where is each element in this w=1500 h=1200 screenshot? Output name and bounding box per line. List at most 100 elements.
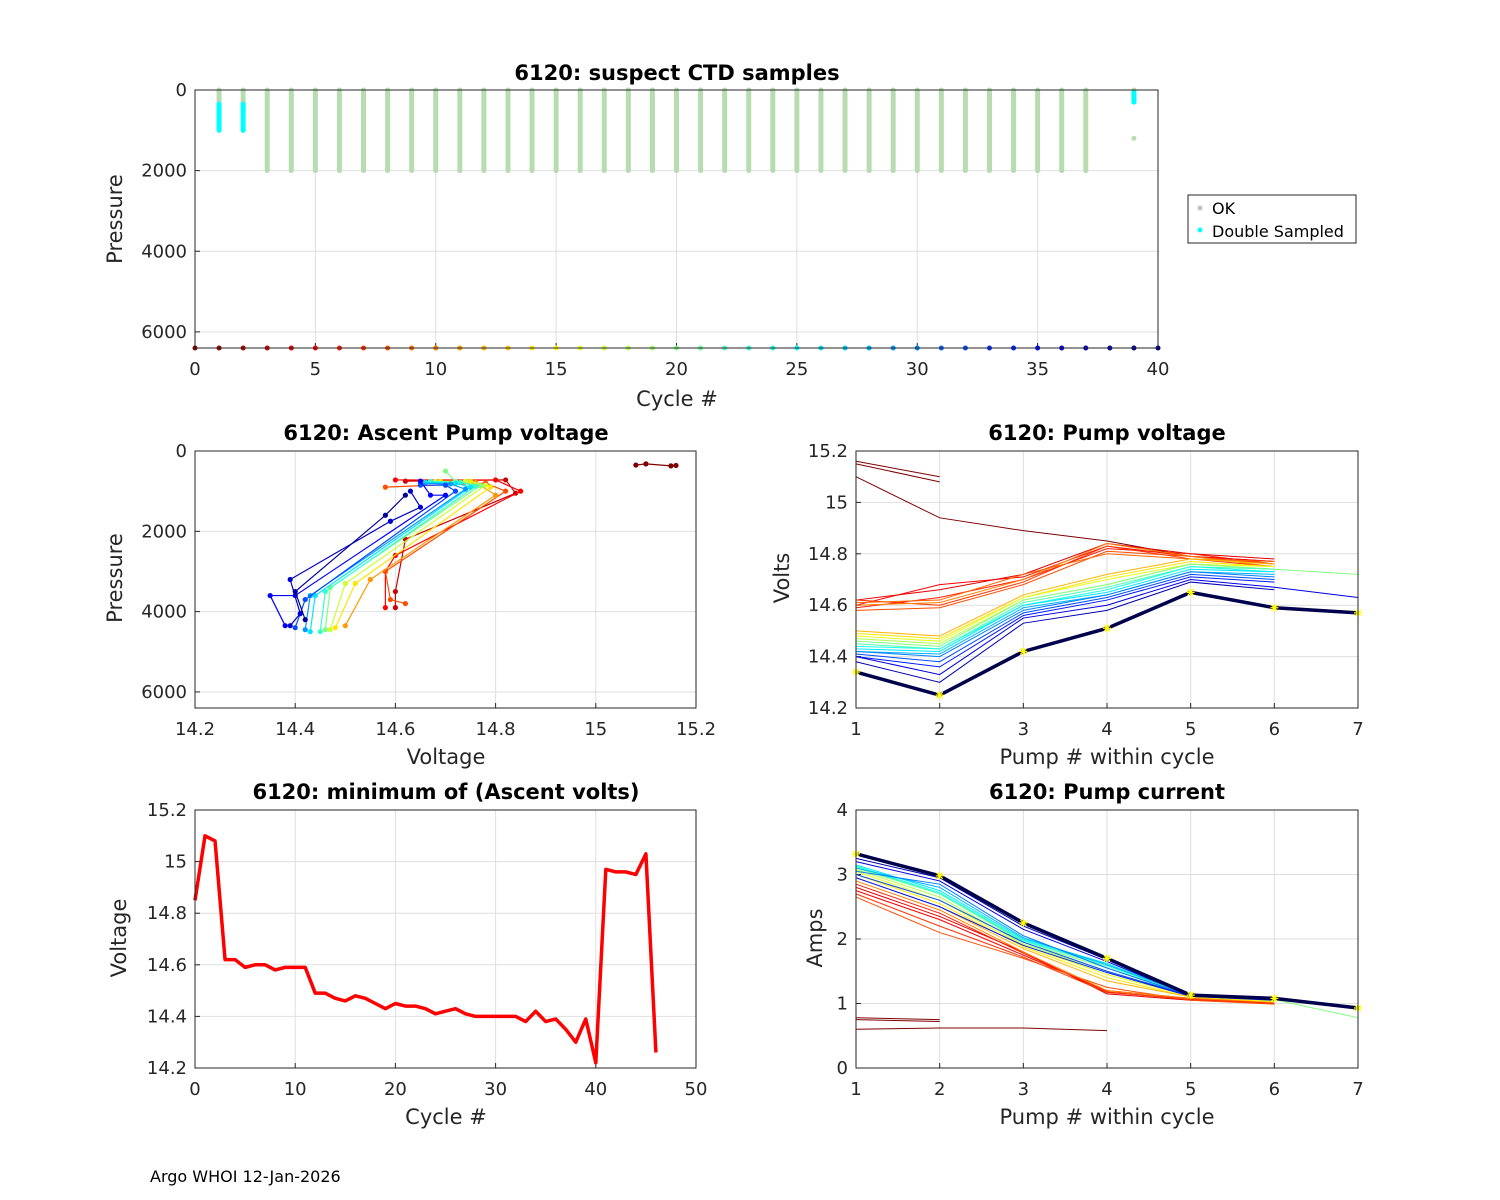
suspect-ytick-label: 4000 bbox=[141, 241, 187, 262]
ascent-point-cycle-1 bbox=[673, 462, 679, 469]
panel-ascent-pump-voltage: 14.2 14.4 14.6 14.8 15 15.2 0 2000 4000 6000 6120… bbox=[103, 421, 716, 769]
ascent-point-cycle-3 bbox=[392, 605, 398, 611]
ascent-point-cycle-26 bbox=[422, 479, 429, 485]
pump_current-highlight-marker bbox=[1270, 994, 1279, 1003]
pump_voltage-highlight-marker bbox=[935, 691, 944, 700]
suspect-plot-area: 0 5 10 15 20 25 30 35 40 0 2000 4000 6000 bbox=[141, 80, 1169, 380]
pump_current-marks bbox=[852, 849, 1362, 1032]
ascent-point-cycle-20 bbox=[477, 482, 484, 489]
ascent-point-cycle-37 bbox=[387, 518, 393, 524]
min_ascent_volts-marks bbox=[193, 834, 658, 1065]
ascent_pump_voltage-xtick-label: 15 bbox=[584, 719, 607, 740]
min_ascent_volts-ytick-label: 14.2 bbox=[147, 1058, 187, 1079]
pump_voltage-xtick-label: 3 bbox=[1018, 719, 1029, 740]
ascent_pump_voltage-ytick-label: 6000 bbox=[141, 682, 187, 703]
suspect-ytick-label: 2000 bbox=[141, 161, 187, 182]
pump_current-xtick-label: 7 bbox=[1352, 1079, 1363, 1100]
ascent_pump_voltage-xtick-label: 14.4 bbox=[275, 719, 315, 740]
pump_voltage-series-cycle-14 bbox=[855, 561, 1275, 640]
pump_current-ytick-label: 3 bbox=[837, 865, 848, 886]
ascent_pump_voltage-xtick-label: 14.6 bbox=[375, 719, 415, 740]
pump_current-xtick-label: 4 bbox=[1101, 1079, 1112, 1100]
pump_voltage-highlight-marker bbox=[1103, 624, 1111, 633]
pump_current-ytick-label: 2 bbox=[837, 929, 848, 950]
ascent-point-cycle-17 bbox=[327, 627, 333, 633]
pump_voltage-series-cycle-1 bbox=[855, 460, 940, 478]
ascent-point-cycle-8 bbox=[387, 596, 393, 603]
ascent-point-cycle-1 bbox=[643, 461, 649, 467]
ascent-point-cycle-39 bbox=[292, 588, 298, 595]
pump_current-ytick-label: 0 bbox=[837, 1058, 848, 1079]
ascent-point-cycle-35 bbox=[417, 478, 424, 484]
ascent-ylabel: Pressure bbox=[103, 533, 127, 623]
suspect-axes-frame bbox=[194, 89, 1159, 349]
ascent_pump_voltage-marks bbox=[267, 461, 679, 635]
ascent-point-cycle-26 bbox=[452, 480, 459, 486]
suspect-xtick-label: 10 bbox=[424, 359, 447, 380]
min_ascent_volts-xtick-label: 0 bbox=[189, 1079, 200, 1100]
pump_voltage-series-cycle-32 bbox=[855, 573, 1275, 663]
pump_voltage-highlight-marker bbox=[1019, 647, 1028, 656]
pump_voltage-ytick-label: 15 bbox=[825, 492, 848, 513]
ascent-series-cycle-37 bbox=[289, 490, 422, 627]
min_ascent_volts-ytick-label: 15.2 bbox=[147, 800, 187, 821]
pump_voltage-series-cycle-10 bbox=[855, 543, 1275, 606]
pump_voltage-marks bbox=[852, 460, 1362, 700]
pump_current-highlight-marker bbox=[1019, 918, 1028, 927]
ascent-point-cycle-32 bbox=[442, 482, 449, 488]
min_ascent_volts-xtick-label: 10 bbox=[284, 1079, 307, 1100]
legend-double-marker bbox=[1197, 227, 1203, 233]
pump_current-series-cycle-8 bbox=[855, 896, 1275, 1005]
pump_voltage-ytick-label: 15.2 bbox=[808, 441, 848, 462]
pump_current-series-cycle-10 bbox=[855, 880, 1275, 1003]
panel-pump-voltage: 1 2 3 4 5 6 7 14.2 14.4 14.6 14.8 15 15.2 6120: Pump… bbox=[770, 421, 1364, 769]
suspect-ylabel: Pressure bbox=[103, 174, 127, 264]
ascent-point-cycle-1 bbox=[633, 462, 639, 468]
legend-box bbox=[1187, 194, 1357, 244]
suspect-legend: OK Double Sampled bbox=[1187, 194, 1357, 244]
min_ascent_volts-xtick-label: 30 bbox=[484, 1079, 507, 1100]
ascent-point-cycle-5 bbox=[382, 605, 388, 611]
ascent_pump_voltage-background bbox=[195, 451, 696, 708]
ascent-point-cycle-35 bbox=[442, 492, 449, 498]
suspect-title: 6120: suspect CTD samples bbox=[514, 61, 839, 85]
min_ascent_volts-background bbox=[195, 810, 696, 1068]
suspect-xtick-label: 25 bbox=[785, 359, 808, 380]
pump_voltage-series-cycle-30 bbox=[855, 571, 1275, 658]
ascent_pump_voltage-xtick-label: 14.8 bbox=[476, 719, 516, 740]
pump-voltage-title: 6120: Pump voltage bbox=[988, 421, 1226, 445]
min-volts-line bbox=[193, 834, 658, 1065]
pump_voltage-xtick-label: 1 bbox=[850, 719, 861, 740]
pump_current-series-cycle-14 bbox=[855, 874, 1275, 1003]
min_ascent_volts-ytick-label: 15 bbox=[164, 852, 187, 873]
min_ascent_volts-ytick-label: 14.4 bbox=[147, 1006, 187, 1027]
pump_current-series-cycle-3 bbox=[855, 1027, 1108, 1032]
ascent-point-cycle-35 bbox=[282, 623, 288, 629]
ascent-point-cycle-37 bbox=[417, 504, 424, 510]
ascent-point-cycle-20 bbox=[442, 468, 449, 474]
pump_voltage-xtick-label: 4 bbox=[1101, 719, 1112, 740]
ascent-point-cycle-17 bbox=[482, 482, 489, 488]
suspect-xlabel: Cycle # bbox=[636, 387, 718, 411]
ascent-point-cycle-11 bbox=[493, 492, 499, 498]
min_ascent_volts-ytick-label: 14.6 bbox=[147, 955, 187, 976]
pump_voltage-ytick-label: 14.8 bbox=[808, 544, 848, 565]
ascent_pump_voltage-ytick-label: 0 bbox=[176, 441, 187, 462]
ascent-point-cycle-3 bbox=[402, 478, 409, 484]
ascent-point-cycle-8 bbox=[382, 484, 388, 490]
ascent-point-cycle-20 bbox=[322, 627, 328, 633]
suspect-xtick-label: 30 bbox=[906, 359, 929, 380]
pump_voltage-series-cycle-38 bbox=[855, 581, 1275, 683]
suspect-xtick-label: 35 bbox=[1026, 359, 1049, 380]
pump_voltage-axes-frame bbox=[855, 450, 1359, 709]
pump_voltage-series-cycle-4 bbox=[855, 543, 1275, 601]
min-volts-xlabel: Cycle # bbox=[405, 1105, 487, 1129]
ascent-point-cycle-32 bbox=[302, 596, 308, 603]
pump_voltage-highlight-marker bbox=[1186, 588, 1195, 597]
ascent_pump_voltage-ytick-label: 2000 bbox=[141, 521, 187, 542]
ok-point-cycle-39 bbox=[1131, 135, 1137, 141]
pump_voltage-series-cycle-12 bbox=[855, 558, 1275, 637]
ascent-point-cycle-29 bbox=[462, 486, 469, 492]
